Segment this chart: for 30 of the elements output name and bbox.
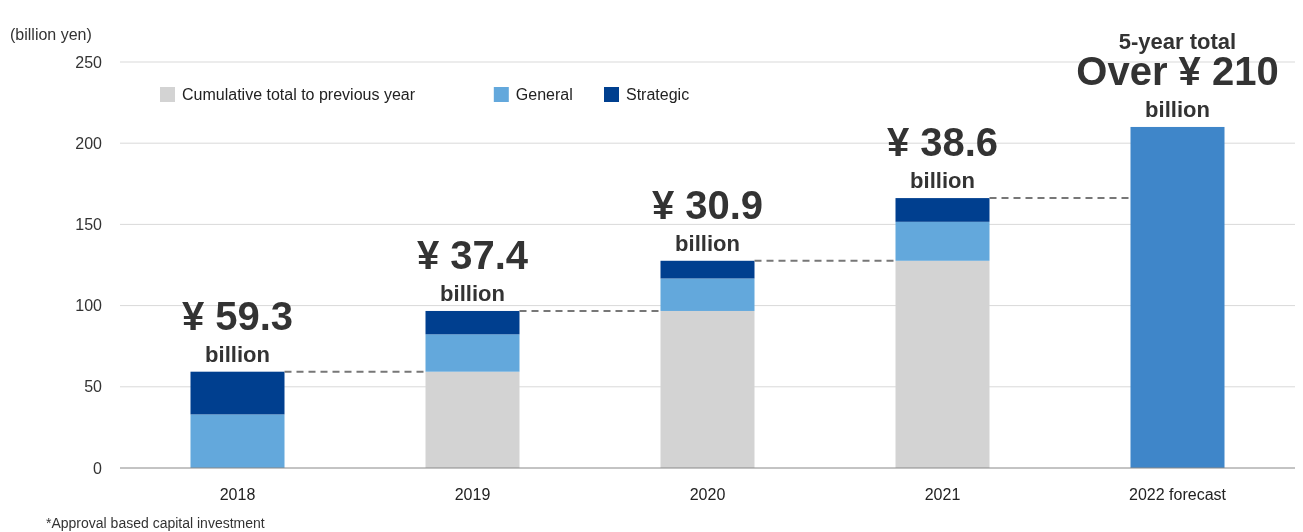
x-tick-label: 2019 bbox=[454, 486, 491, 503]
bar bbox=[1130, 126, 1225, 468]
y-tick-label: 250 bbox=[75, 53, 103, 71]
x-tick-label: 2018 bbox=[219, 486, 256, 503]
y-tick-label: 50 bbox=[84, 378, 103, 396]
y-tick-label: 150 bbox=[75, 216, 103, 233]
legend-label: General bbox=[515, 85, 573, 103]
bar bbox=[190, 371, 285, 415]
annotation: 5-year total Over ¥ 210 billion bbox=[1076, 28, 1279, 122]
y-tick-label: 200 bbox=[75, 134, 103, 152]
bar bbox=[425, 310, 520, 335]
x-tick-label: 2020 bbox=[689, 486, 726, 503]
bar bbox=[425, 334, 520, 372]
text: *Approval based capital investment bbox=[46, 515, 265, 531]
bar bbox=[660, 278, 755, 311]
annotation: ¥ 38.6 billion bbox=[886, 120, 999, 194]
x-tick-label: 2022 forecast bbox=[1129, 486, 1227, 503]
x-tick-label: 2021 bbox=[924, 486, 961, 503]
annotation: ¥ 30.9 billion bbox=[651, 182, 764, 256]
bar bbox=[895, 198, 990, 222]
annotation: ¥ 59.3 billion bbox=[181, 293, 294, 367]
bar bbox=[190, 414, 285, 468]
bar bbox=[895, 221, 990, 261]
y-tick-label: 0 bbox=[93, 459, 103, 477]
y-tick-label: 100 bbox=[75, 297, 103, 315]
annotation: ¥ 37.4 billion bbox=[416, 232, 529, 306]
bar bbox=[660, 260, 755, 279]
y-axis-title: (billion yen) bbox=[10, 26, 92, 43]
legend-label: Strategic bbox=[626, 85, 690, 103]
legend-label: Cumulative total to previous year bbox=[182, 85, 416, 103]
